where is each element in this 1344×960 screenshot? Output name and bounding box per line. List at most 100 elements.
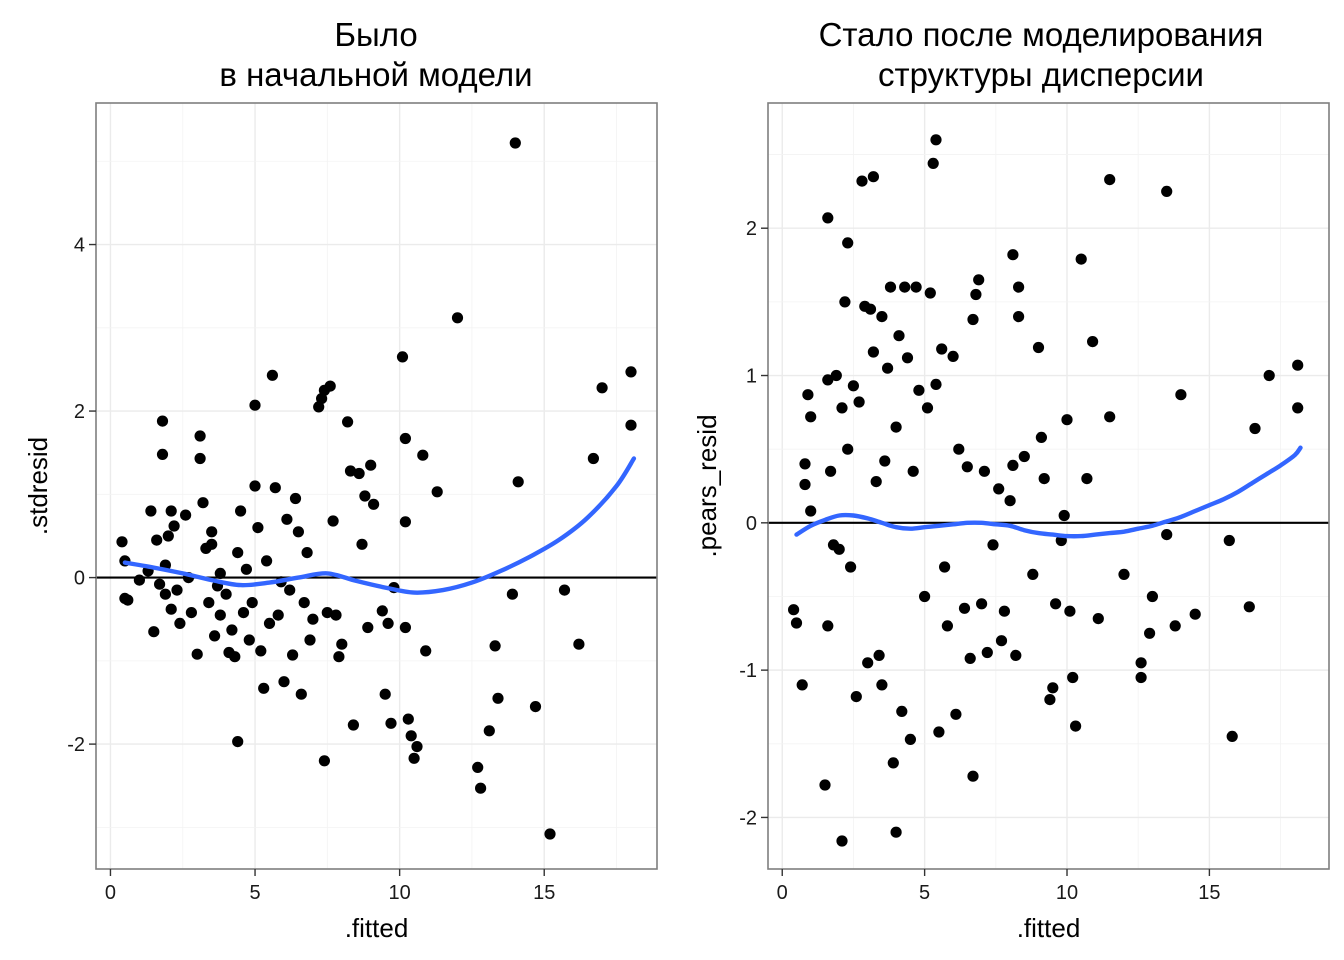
- data-point: [993, 483, 1005, 495]
- data-point: [896, 705, 908, 718]
- data-point: [1263, 369, 1275, 382]
- data-point: [145, 505, 157, 517]
- data-point: [833, 543, 845, 555]
- data-point: [862, 657, 874, 669]
- data-point: [1070, 720, 1082, 732]
- data-point: [489, 640, 501, 652]
- data-point: [1223, 534, 1235, 547]
- data-point: [295, 688, 307, 700]
- data-point: [342, 416, 354, 428]
- title-line: Стало после моделирования: [819, 16, 1264, 53]
- data-point: [483, 725, 495, 737]
- data-point: [822, 374, 834, 386]
- data-point: [287, 649, 299, 661]
- data-point: [625, 419, 637, 431]
- data-point: [376, 605, 388, 617]
- data-point: [232, 547, 244, 559]
- data-point: [475, 782, 487, 794]
- data-point: [399, 432, 411, 445]
- data-point: [1047, 682, 1059, 694]
- data-point: [261, 555, 273, 567]
- data-point: [327, 515, 339, 527]
- x-tick-label: 10: [1056, 882, 1078, 904]
- data-point: [842, 237, 854, 249]
- data-point: [1050, 598, 1062, 610]
- data-point: [318, 755, 330, 767]
- data-point: [206, 538, 218, 550]
- data-point: [307, 613, 319, 625]
- data-point: [405, 730, 417, 742]
- y-tick-label: -2: [67, 734, 85, 756]
- data-point: [333, 651, 345, 663]
- data-point: [417, 449, 429, 461]
- title-line: в начальной модели: [219, 56, 532, 93]
- data-point: [1175, 389, 1187, 401]
- data-point: [304, 634, 316, 646]
- x-tick-label: 0: [105, 882, 116, 904]
- data-point: [976, 598, 988, 610]
- data-point: [1061, 414, 1073, 426]
- data-point: [344, 465, 357, 477]
- data-point: [243, 634, 255, 646]
- data-point: [180, 509, 192, 521]
- data-point: [799, 478, 811, 491]
- data-point: [1104, 411, 1116, 423]
- data-point: [194, 430, 206, 442]
- data-point: [802, 389, 814, 401]
- data-point: [1018, 450, 1030, 463]
- data-point: [870, 476, 882, 488]
- panel-right-border: [767, 102, 1330, 870]
- data-point: [226, 624, 238, 636]
- data-point: [1144, 627, 1156, 639]
- data-point: [1027, 568, 1039, 581]
- data-point: [799, 458, 811, 470]
- data-point: [876, 679, 888, 691]
- data-point: [1292, 402, 1304, 414]
- data-point: [408, 752, 420, 764]
- data-point: [324, 380, 336, 392]
- data-point: [884, 281, 897, 293]
- data-point: [191, 648, 203, 660]
- data-point: [998, 605, 1011, 617]
- data-point: [411, 741, 423, 753]
- data-point: [185, 607, 197, 619]
- data-point: [967, 770, 979, 782]
- data-point: [122, 594, 134, 606]
- data-point: [625, 366, 637, 378]
- data-point: [284, 584, 296, 596]
- data-point: [162, 530, 174, 542]
- data-point: [864, 303, 877, 315]
- data-point: [249, 480, 261, 492]
- y-tick-label: 2: [746, 218, 757, 240]
- data-point: [1007, 459, 1019, 471]
- data-point: [544, 828, 556, 840]
- data-point: [255, 645, 267, 657]
- data-point: [1038, 473, 1050, 485]
- panel-right: 0 5 10 15 -2 -1 0 1 2 Стало после моделирования с…: [692, 16, 1330, 943]
- data-point: [1004, 495, 1016, 507]
- data-point: [1118, 568, 1130, 581]
- data-point: [301, 547, 313, 559]
- data-point: [950, 708, 962, 720]
- data-point: [362, 621, 374, 634]
- data-point: [836, 835, 848, 847]
- data-point: [788, 604, 800, 616]
- data-point: [930, 378, 942, 390]
- data-point: [330, 609, 342, 621]
- data-point: [995, 635, 1008, 647]
- data-point: [919, 590, 931, 603]
- data-point: [836, 402, 848, 414]
- data-point: [379, 688, 391, 700]
- data-point: [953, 443, 965, 455]
- data-point: [148, 626, 160, 638]
- data-point: [506, 588, 518, 600]
- data-point: [156, 448, 169, 460]
- data-point: [1243, 601, 1255, 613]
- data-point: [240, 563, 252, 575]
- data-point: [154, 578, 166, 590]
- data-point: [492, 692, 504, 704]
- x-tick-label: 5: [249, 882, 260, 904]
- data-point: [558, 584, 571, 596]
- data-point: [321, 607, 333, 619]
